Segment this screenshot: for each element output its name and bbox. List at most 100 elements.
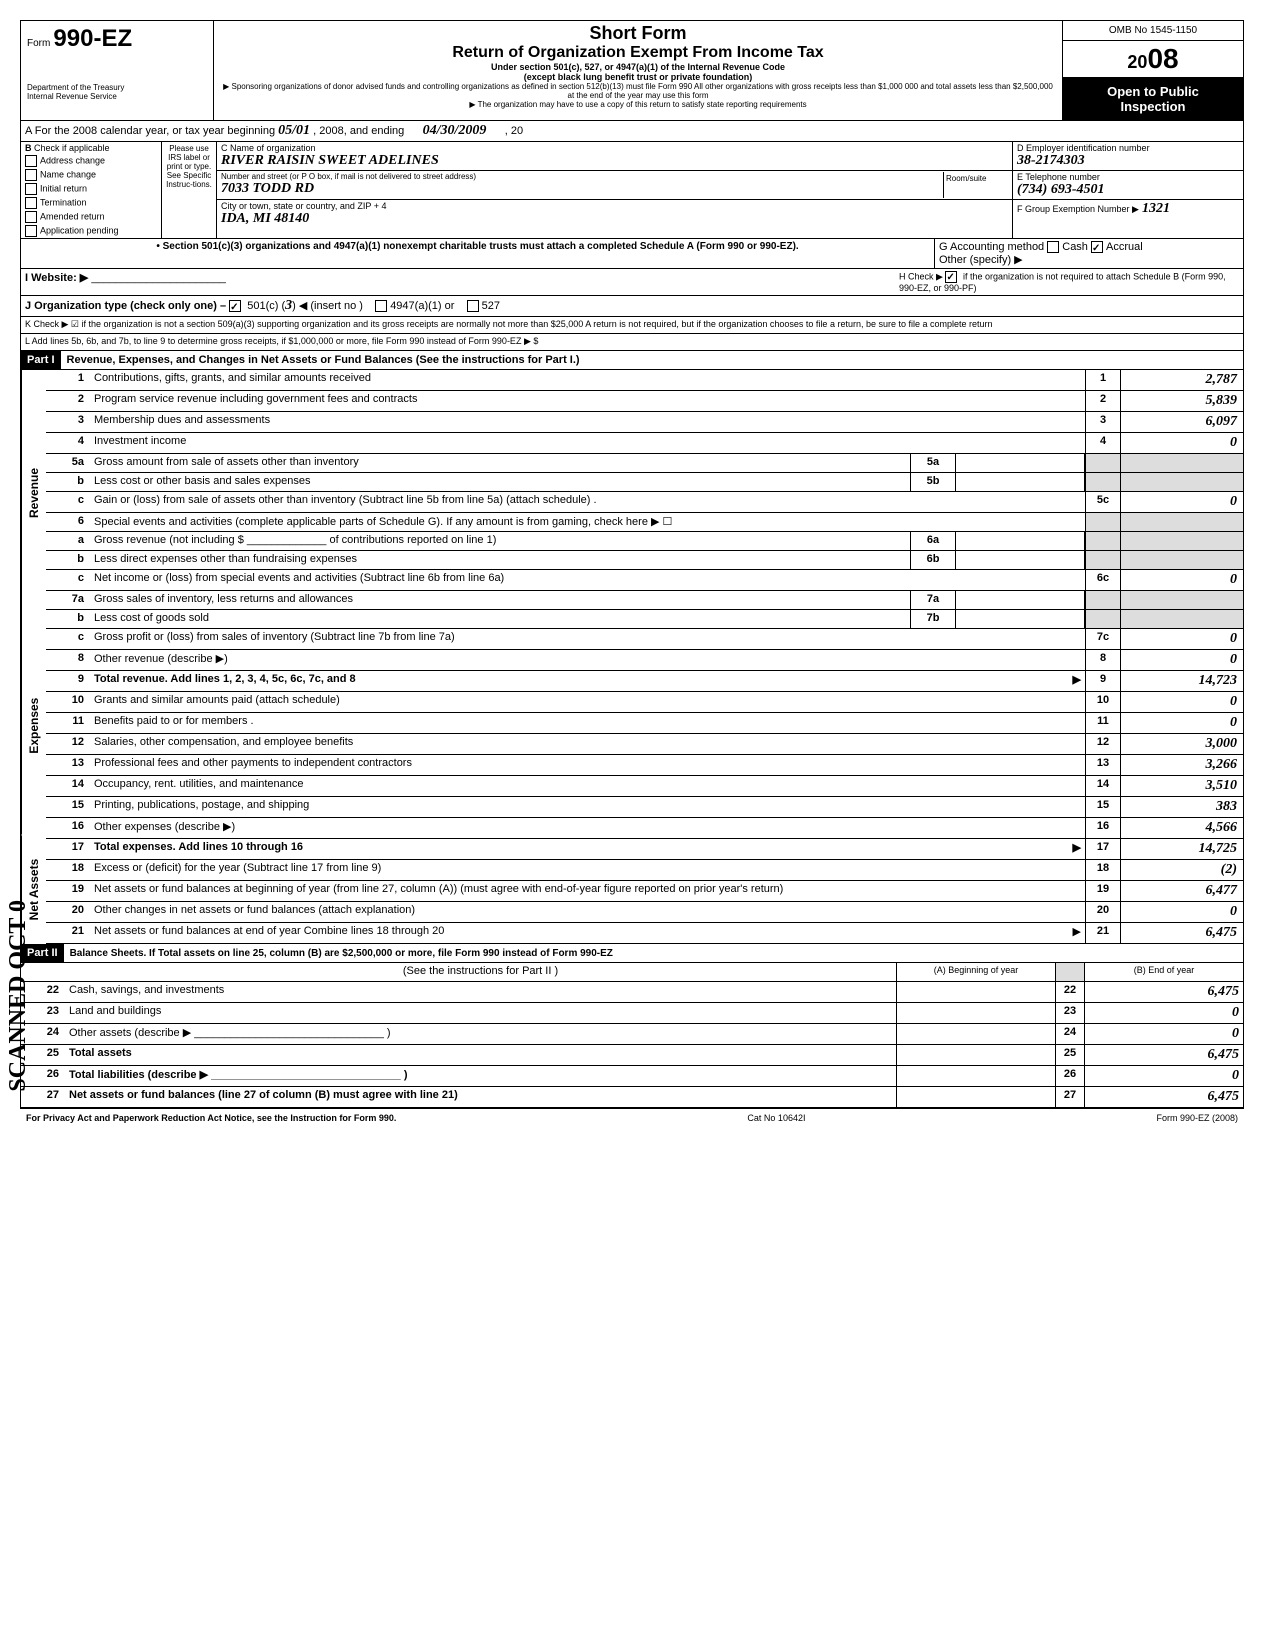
part1-label: Part I: [21, 351, 61, 369]
end-val: 0: [1120, 629, 1243, 649]
omb-number: OMB No 1545-1150: [1063, 21, 1243, 41]
initial-return-label: Initial return: [40, 183, 87, 193]
line-b: bLess cost or other basis and sales expe…: [46, 473, 1243, 492]
check-applicable: Check if applicable: [34, 143, 110, 153]
checkbox-527[interactable]: [467, 300, 479, 312]
tax-year-begin: 05/01: [278, 123, 310, 138]
part1-header: Part I Revenue, Expenses, and Changes in…: [21, 351, 1243, 370]
4947-label: 4947(a)(1) or: [390, 300, 454, 312]
line-8: 8Other revenue (describe ▶)80: [46, 650, 1243, 671]
line-number: 3: [46, 412, 90, 432]
bal-desc: Land and buildings: [65, 1003, 896, 1023]
subtitle3: ▶ Sponsoring organizations of donor advi…: [222, 82, 1054, 100]
part1-title: Revenue, Expenses, and Changes in Net As…: [61, 351, 586, 369]
section-j: J Organization type (check only one) – 5…: [21, 296, 1243, 317]
bal-mid-num: 23: [1055, 1003, 1084, 1023]
line-21: 21Net assets or fund balances at end of …: [46, 923, 1243, 944]
dept-treasury: Department of the Treasury: [27, 83, 207, 92]
line-number: c: [46, 492, 90, 512]
line-15: 15Printing, publications, postage, and s…: [46, 797, 1243, 818]
checkbox-name-change[interactable]: [25, 169, 37, 181]
line-desc: Less cost of goods sold: [90, 610, 910, 628]
line-7a: 7aGross sales of inventory, less returns…: [46, 591, 1243, 610]
k-text: K Check ▶ ☑ if the organization is not a…: [21, 317, 1243, 333]
bal-mid-num: 24: [1055, 1024, 1084, 1044]
line-desc: Program service revenue including govern…: [90, 391, 1085, 411]
line-10: 10Grants and similar amounts paid (attac…: [46, 692, 1243, 713]
checkbox-app-pending[interactable]: [25, 225, 37, 237]
checkbox-4947[interactable]: [375, 300, 387, 312]
part2-header: Part II Balance Sheets. If Total assets …: [21, 944, 1243, 963]
end-shaded-val: [1120, 532, 1243, 550]
checkbox-termination[interactable]: [25, 197, 37, 209]
end-val: 0: [1120, 713, 1243, 733]
bal-desc: Total assets: [65, 1045, 896, 1065]
checkbox-schedule-b[interactable]: [945, 271, 957, 283]
end-num: 17: [1085, 839, 1120, 859]
city-label: City or town, state or country, and ZIP …: [221, 201, 1008, 211]
checkbox-cash[interactable]: [1047, 241, 1059, 253]
checkbox-amended[interactable]: [25, 211, 37, 223]
b-label: B: [25, 143, 32, 153]
checkbox-accrual[interactable]: [1091, 241, 1103, 253]
phone: (734) 693-4501: [1017, 182, 1239, 198]
org-name: RIVER RAISIN SWEET ADELINES: [221, 153, 1008, 169]
mid-box: 5b: [910, 473, 956, 491]
line-number: a: [46, 532, 90, 550]
bal-col-b: 6,475: [1084, 1045, 1243, 1065]
website-label: I Website: ▶: [25, 272, 88, 284]
checkbox-initial-return[interactable]: [25, 183, 37, 195]
balance-header: (See the instructions for Part II ) (A) …: [21, 963, 1243, 982]
accrual-label: Accrual: [1106, 241, 1143, 253]
end-num: 13: [1085, 755, 1120, 775]
line-desc: Professional fees and other payments to …: [90, 755, 1085, 775]
bal-col-b: 0: [1084, 1024, 1243, 1044]
line-desc: Other revenue (describe ▶): [90, 650, 1085, 670]
bal-col-a: [896, 1066, 1055, 1086]
line-desc: Excess or (deficit) for the year (Subtra…: [90, 860, 1085, 880]
end-num: 2: [1085, 391, 1120, 411]
bal-col-b: 6,475: [1084, 1087, 1243, 1107]
bal-col-a: [896, 1024, 1055, 1044]
end-shaded-val: [1120, 513, 1243, 531]
end-num: 9: [1085, 671, 1120, 691]
bal-mid-num: 26: [1055, 1066, 1084, 1086]
end-val: 4,566: [1120, 818, 1243, 838]
bal-mid-num: 25: [1055, 1045, 1084, 1065]
mid-box: 6b: [910, 551, 956, 569]
address-change-label: Address change: [40, 155, 105, 165]
bal-col-b: 6,475: [1084, 982, 1243, 1002]
d-label: D Employer identification number: [1017, 143, 1239, 153]
line-desc: Other expenses (describe ▶): [90, 818, 1085, 838]
mid-val: [956, 610, 1085, 628]
line-number: 9: [46, 671, 90, 691]
end-val: 3,510: [1120, 776, 1243, 796]
h-label: H Check ▶: [899, 271, 943, 281]
end-num: 18: [1085, 860, 1120, 880]
addr-label: Number and street (or P O box, if mail i…: [221, 172, 943, 181]
revenue-label: Revenue: [21, 370, 46, 616]
end-val: 14,725: [1120, 839, 1243, 859]
tax-year-end: 04/30/2009: [423, 123, 487, 138]
checkbox-address-change[interactable]: [25, 155, 37, 167]
checkbox-501c[interactable]: [229, 300, 241, 312]
end-val: 3,000: [1120, 734, 1243, 754]
end-num: 14: [1085, 776, 1120, 796]
c-label: C Name of organization: [221, 143, 1008, 153]
line-desc: Net assets or fund balances at beginning…: [90, 881, 1085, 901]
mid-val: [956, 591, 1085, 609]
line-desc: Gross revenue (not including $ _________…: [90, 532, 910, 550]
end-shaded-val: [1120, 610, 1243, 628]
bal-desc: Net assets or fund balances (line 27 of …: [65, 1087, 896, 1107]
end-num: 8: [1085, 650, 1120, 670]
f-label: F Group Exemption Number ▶: [1017, 204, 1139, 214]
bal-mid-num: 22: [1055, 982, 1084, 1002]
form-footer: For Privacy Act and Paperwork Reduction …: [20, 1109, 1244, 1127]
end-shaded-val: [1120, 473, 1243, 491]
line-number: 16: [46, 818, 90, 838]
end-val: (2): [1120, 860, 1243, 880]
line-c: cNet income or (loss) from special event…: [46, 570, 1243, 591]
line-14: 14Occupancy, rent. utilities, and mainte…: [46, 776, 1243, 797]
501c-label: 501(c) (: [247, 300, 285, 312]
line-b: bLess direct expenses other than fundrai…: [46, 551, 1243, 570]
